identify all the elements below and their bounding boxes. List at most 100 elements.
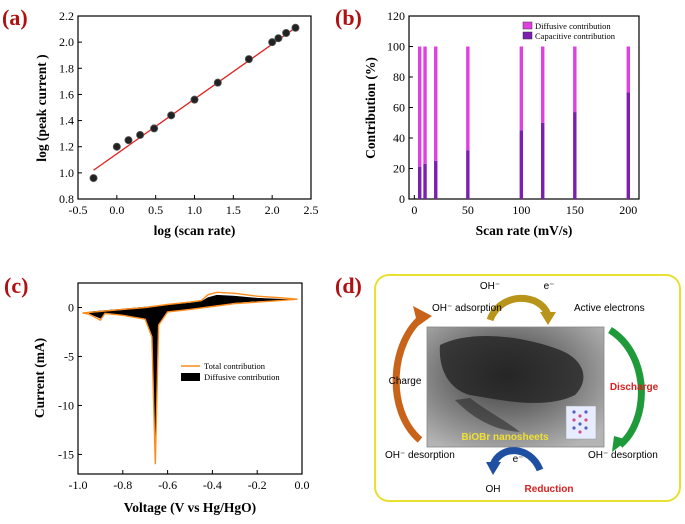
- data-point: [150, 124, 159, 133]
- x-tick-label: 0.0: [295, 478, 310, 492]
- y-ticks-c: 0 -5 -10 -15: [58, 300, 82, 461]
- x-tick-label: 200: [619, 203, 637, 217]
- panel-d: (d) BiOBr nanosheets OH⁻ e⁻: [335, 273, 681, 502]
- x-ticks-c: -1.0 -0.8 -0.6 -0.4 -0.2 0.0: [69, 470, 310, 492]
- y-tick-label: 1.4: [59, 114, 74, 128]
- data-point: [244, 55, 253, 64]
- y-tick-label: 40: [393, 131, 405, 145]
- bar-diffusive: [434, 46, 438, 161]
- y-tick-label: 120: [387, 9, 405, 23]
- charge-arrow: [392, 312, 428, 443]
- oh-desorption-left-label: OH⁻ desorption: [385, 450, 455, 461]
- y-tick-label: 0: [68, 300, 74, 314]
- top-arc-arrow: [486, 294, 552, 322]
- y-tick-label: -15: [58, 447, 74, 461]
- plot-frame-c: [77, 282, 303, 475]
- y-tick-label: 80: [393, 70, 405, 84]
- x-ticks-b: 0 50 100 150 200: [411, 195, 637, 217]
- x-tick-label: 0: [411, 203, 417, 217]
- data-point: [124, 136, 133, 145]
- x-tick-label: -0.2: [248, 478, 267, 492]
- x-tick-label: -0.6: [158, 478, 177, 492]
- data-point: [268, 38, 277, 47]
- panel-label-b: (b): [335, 5, 362, 30]
- bar-capacitive: [573, 112, 577, 199]
- plot-frame-a: [77, 15, 312, 200]
- x-tick-label: 50: [462, 203, 474, 217]
- y-tick-label: 0: [399, 192, 405, 206]
- panel-label-a: (a): [2, 5, 28, 30]
- x-tick-label: 1.5: [226, 203, 241, 217]
- legend-b: Diffusive contribution Capacitive contri…: [522, 21, 616, 41]
- y-axis-title-a: log (peak current ): [34, 54, 49, 161]
- y-ticks-b: 0 20 40 60 80 100 120: [387, 9, 413, 206]
- reduction-label: Reduction: [525, 484, 574, 495]
- x-tick-label: 100: [512, 203, 530, 217]
- bar-diffusive: [541, 46, 545, 123]
- oh-desorption-right-label: OH⁻ desorption: [588, 450, 658, 461]
- x-tick-label: 2.0: [265, 203, 280, 217]
- legend-swatch-diffusive: [522, 21, 533, 30]
- y-axis-title-b: Contribution (%): [363, 57, 378, 159]
- y-tick-label: 1.2: [59, 140, 74, 154]
- y-tick-label: 2.2: [59, 9, 74, 23]
- legend-swatch-capacitive: [522, 31, 533, 40]
- y-tick-label: -10: [58, 398, 74, 412]
- charge-label: Charge: [389, 376, 422, 387]
- data-point: [291, 23, 300, 32]
- x-tick-label: 150: [566, 203, 584, 217]
- bar-capacitive: [519, 130, 524, 199]
- x-tick-label: -0.8: [113, 478, 132, 492]
- plot-frame-b: [408, 15, 640, 200]
- crystal-structure-inset: [565, 405, 597, 440]
- y-tick-label: 20: [393, 162, 405, 176]
- bar-capacitive: [541, 122, 545, 199]
- x-tick-label: 0.5: [148, 203, 163, 217]
- data-point: [274, 34, 283, 43]
- panel-label-d: (d): [335, 273, 362, 298]
- charge-arrow-head-icon: [413, 306, 432, 326]
- bar-capacitive: [466, 150, 470, 199]
- x-tick-label: -1.0: [69, 478, 88, 492]
- electron-bottom-label: e⁻: [513, 454, 524, 465]
- y-tick-label: -5: [64, 349, 74, 363]
- data-point: [112, 142, 121, 151]
- x-tick-label: 2.5: [304, 203, 319, 217]
- discharge-arrow-head-icon: [612, 436, 628, 452]
- legend-label-diffusive-c: Diffusive contribution: [204, 372, 280, 382]
- bar-capacitive: [417, 166, 422, 199]
- x-tick-label: 0.0: [109, 203, 124, 217]
- discharge-arrow: [608, 327, 645, 448]
- data-point: [89, 174, 98, 183]
- y-axis-title-c: Current (mA): [32, 338, 47, 418]
- y-tick-label: 0.8: [59, 192, 74, 206]
- oh-top-label: OH⁻: [480, 281, 500, 292]
- bars-b: [417, 46, 631, 199]
- data-point: [190, 95, 199, 104]
- panel-label-c: (c): [4, 273, 28, 298]
- panel-b: (b) 0 20 40 60 80 100 120 0 50 100 150 200 Diffusi…: [335, 5, 640, 238]
- discharge-label: Discharge: [610, 382, 659, 393]
- bottom-arrow-head-icon: [486, 462, 501, 475]
- bar-capacitive: [626, 92, 631, 199]
- bar-capacitive: [423, 163, 427, 199]
- nanosheets-label: BiOBr nanosheets: [461, 432, 549, 443]
- x-axis-title-c: Voltage (V vs Hg/HgO): [124, 500, 256, 515]
- panel-c: (c) 0 -5 -10 -15 -1.0 -0.8 -0.6 -0.4 -0.2 0.0 To…: [4, 273, 310, 515]
- legend-c: Total contribution Diffusive contributio…: [181, 361, 280, 382]
- data-point: [136, 130, 145, 139]
- bar-diffusive: [573, 46, 577, 113]
- crystal-atoms: [572, 410, 588, 434]
- nanosheet-cluster: [439, 335, 584, 403]
- oh-bottom-label: OH: [486, 484, 501, 495]
- legend-label-diffusive: Diffusive contribution: [535, 21, 611, 31]
- x-tick-label: 1.0: [187, 203, 202, 217]
- active-electrons-label: Active electrons: [574, 303, 645, 314]
- bar-diffusive: [519, 46, 524, 131]
- oh-adsorption-label: OH⁻ adsorption: [432, 303, 502, 314]
- y-tick-label: 2.0: [59, 35, 74, 49]
- x-axis-title-a: log (scan rate): [154, 223, 236, 238]
- legend-label-total: Total contribution: [204, 361, 266, 371]
- legend-label-capacitive: Capacitive contribution: [535, 31, 616, 41]
